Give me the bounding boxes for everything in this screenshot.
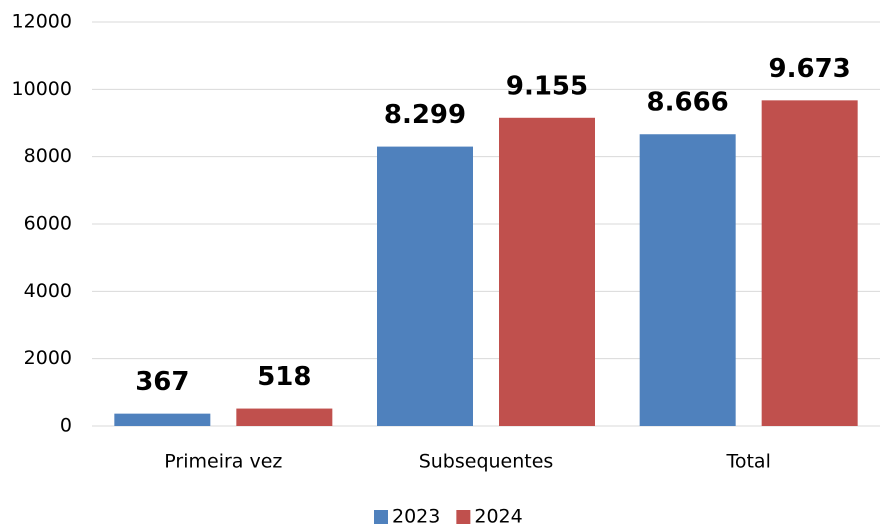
value-label: 367 [135,367,189,397]
bar [236,408,333,426]
legend-label: 2024 [474,506,522,528]
legend-swatch [374,510,388,524]
value-label: 9.673 [769,54,851,84]
legend-swatch [456,510,471,524]
bar [114,413,211,426]
x-tick-label: Total [725,451,770,473]
x-tick-label: Primeira vez [164,451,282,473]
bar [377,146,473,426]
y-tick-label: 10000 [12,78,72,100]
bar [499,117,595,426]
value-label: 518 [257,362,311,392]
y-tick-label: 8000 [24,145,72,167]
legend-label: 2023 [392,506,440,528]
x-tick-label: Subsequentes [419,451,554,473]
value-label: 9.155 [506,71,588,101]
y-tick-label: 2000 [24,347,72,369]
y-tick-label: 4000 [24,280,72,302]
y-tick-label: 6000 [24,213,72,235]
y-tick-label: 12000 [12,11,72,33]
value-label: 8.299 [384,100,466,130]
value-label: 8.666 [647,88,729,118]
bar [639,134,736,426]
bar [761,100,858,426]
y-tick-label: 0 [60,415,72,437]
